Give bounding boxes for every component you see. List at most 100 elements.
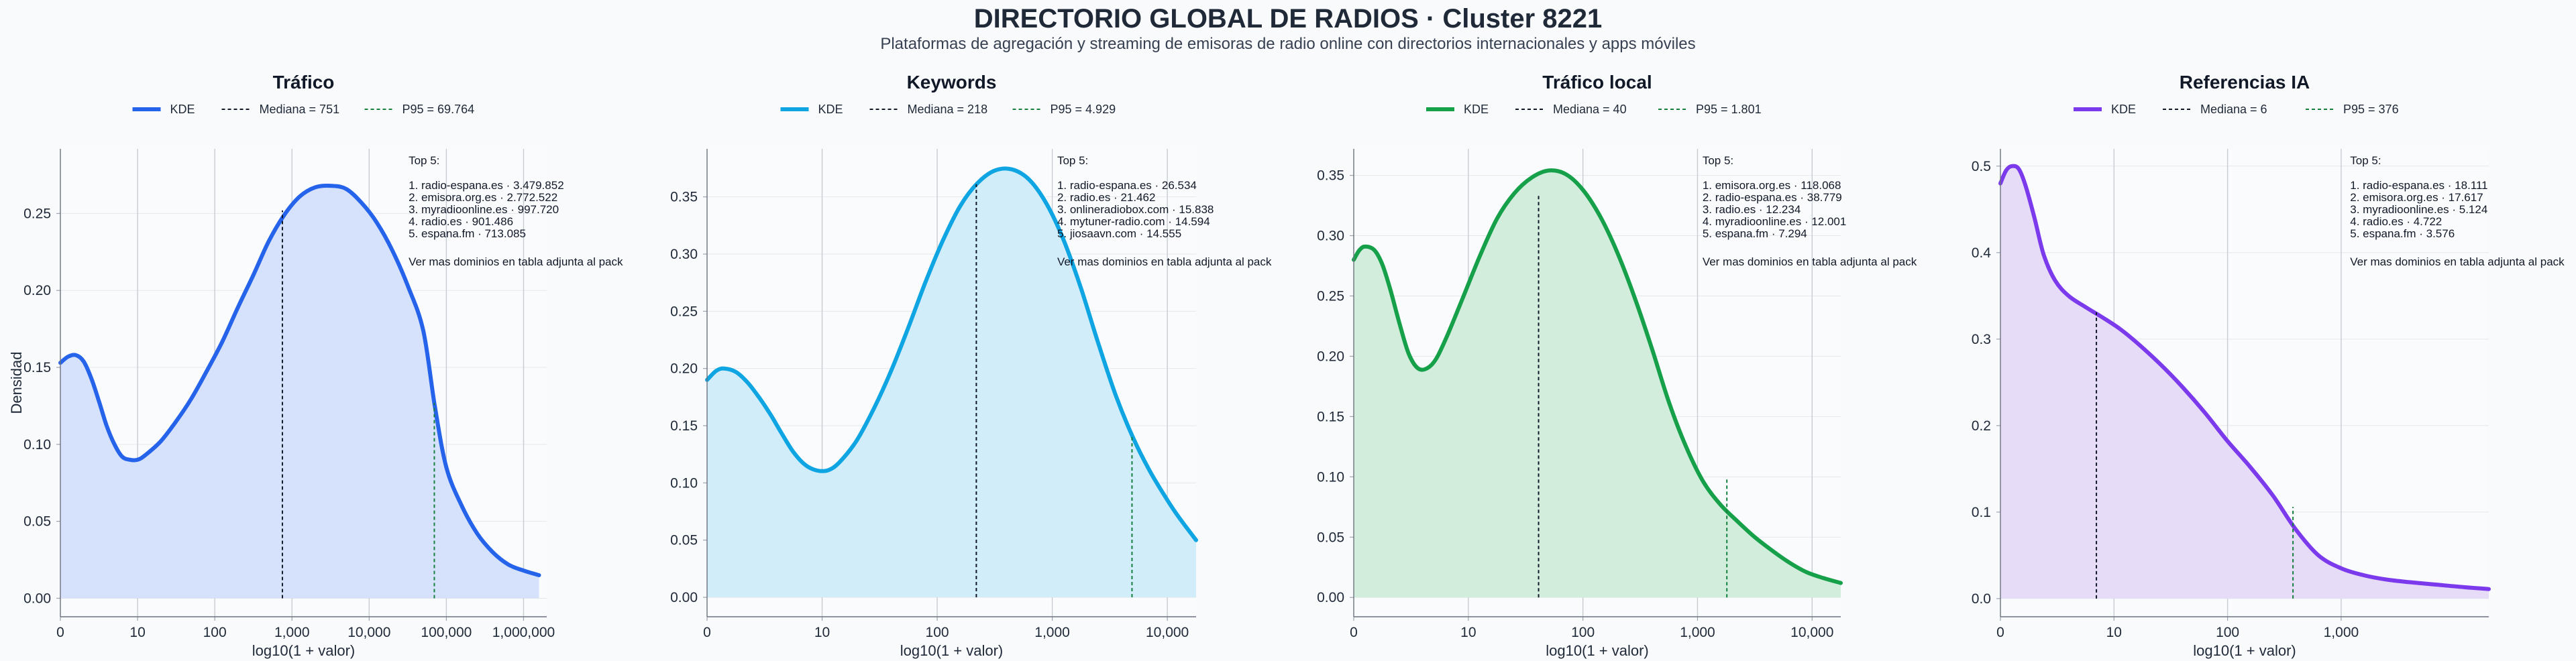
x-tick-label: 10,000 bbox=[1790, 625, 1833, 640]
y-tick-label: 0.2 bbox=[1972, 418, 1991, 434]
x-tick-label: 100,000 bbox=[421, 625, 472, 640]
y-tick-label: 0.15 bbox=[23, 360, 51, 375]
top5-header: Top 5: bbox=[1057, 154, 1088, 167]
kde-area bbox=[60, 185, 539, 599]
x-tick-label: 1,000 bbox=[2324, 625, 2359, 640]
y-tick-label: 0.25 bbox=[23, 206, 51, 221]
top5-item: 2. radio.es · 21.462 bbox=[1057, 191, 1155, 204]
x-tick-label: 100 bbox=[926, 625, 949, 640]
y-tick-label: 0.05 bbox=[1317, 530, 1344, 545]
top5-item: 2. radio-espana.es · 38.779 bbox=[1703, 191, 1842, 204]
y-tick-label: 0.10 bbox=[1317, 469, 1344, 485]
chart-legend: KDE Mediana = 40 P95 = 1.801 bbox=[1426, 103, 1762, 116]
kde-line bbox=[1352, 168, 1843, 585]
y-tick-label: 0.4 bbox=[1972, 245, 1992, 261]
chart-panel-4: Referencias IA KDE Mediana = 6 P95 = 376 0.0… bbox=[1972, 72, 2565, 659]
x-tick-label: 0 bbox=[56, 625, 64, 640]
top5-item: 5. jiosaavn.com · 14.555 bbox=[1057, 227, 1181, 240]
page-title: DIRECTORIO GLOBAL DE RADIOS · Cluster 82… bbox=[973, 4, 1603, 34]
top5-item: 4. myradioonline.es · 12.001 bbox=[1703, 215, 1847, 228]
top5-footer: Ver mas dominios en tabla adjunta al pac… bbox=[2350, 255, 2565, 268]
y-tick-label: 0.20 bbox=[23, 283, 51, 298]
legend-p95-label: P95 = 1.801 bbox=[1696, 103, 1762, 116]
y-tick-label: 0.25 bbox=[1317, 288, 1344, 304]
top5-item: 3. radio.es · 12.234 bbox=[1703, 203, 1801, 216]
y-tick-label: 0.30 bbox=[1317, 229, 1344, 244]
x-axis-label: log10(1 + valor) bbox=[900, 642, 1003, 659]
x-tick-label: 1,000 bbox=[1680, 625, 1715, 640]
legend-median-label: Mediana = 40 bbox=[1553, 103, 1627, 116]
x-axis-label: log10(1 + valor) bbox=[1546, 642, 1648, 659]
top5-item: 4. mytuner-radio.com · 14.594 bbox=[1057, 215, 1210, 228]
y-tick-label: 0.5 bbox=[1972, 159, 1991, 174]
kde-line bbox=[705, 166, 1198, 542]
chart-title: Referencias IA bbox=[2180, 72, 2310, 93]
y-tick-label: 0.00 bbox=[23, 591, 51, 606]
kde-line bbox=[1998, 164, 2491, 591]
x-tick-label: 100 bbox=[1571, 625, 1595, 640]
legend-kde-label: KDE bbox=[1464, 103, 1489, 116]
top5-item: 4. radio.es · 4.722 bbox=[2350, 215, 2442, 228]
top5-header: Top 5: bbox=[2350, 154, 2381, 167]
y-axis-label: Densidad bbox=[8, 352, 25, 414]
top5-item: 1. radio-espana.es · 26.534 bbox=[1057, 179, 1197, 192]
chart-panel-2: Keywords KDE Mediana = 218 P95 = 4.929 0.00 0… bbox=[670, 72, 1272, 659]
y-tick-label: 0.30 bbox=[670, 247, 698, 262]
chart-title: Tráfico bbox=[273, 72, 335, 93]
kde-area bbox=[1354, 170, 1841, 598]
legend-median-label: Mediana = 6 bbox=[2200, 103, 2267, 116]
top5-item: 3. myradioonline.es · 5.124 bbox=[2350, 203, 2487, 216]
y-tick-label: 0.15 bbox=[1317, 409, 1344, 424]
page-subtitle: Plataformas de agregación y streaming de… bbox=[880, 35, 1696, 53]
top5-item: 5. espana.fm · 7.294 bbox=[1703, 227, 1807, 240]
top5-item: 5. espana.fm · 713.085 bbox=[409, 227, 526, 240]
x-tick-label: 10 bbox=[129, 625, 145, 640]
top5-item: 1. emisora.org.es · 118.068 bbox=[1703, 179, 1841, 192]
kde-area bbox=[2000, 166, 2489, 599]
x-tick-label: 100 bbox=[2216, 625, 2239, 640]
chart-legend: KDE Mediana = 751 P95 = 69.764 bbox=[132, 103, 474, 116]
legend-p95-label: P95 = 4.929 bbox=[1051, 103, 1116, 116]
y-tick-label: 0.0 bbox=[1972, 591, 1991, 607]
y-tick-label: 0.35 bbox=[1317, 168, 1344, 184]
legend-kde-label: KDE bbox=[2111, 103, 2136, 116]
top5-item: 5. espana.fm · 3.576 bbox=[2350, 227, 2455, 240]
y-tick-label: 0.00 bbox=[670, 590, 698, 605]
chart-title: Keywords bbox=[907, 72, 997, 93]
top5-header: Top 5: bbox=[409, 154, 439, 167]
kde-area bbox=[707, 168, 1196, 598]
x-tick-label: 0 bbox=[1350, 625, 1358, 640]
top5-footer: Ver mas dominios en tabla adjunta al pac… bbox=[1057, 255, 1272, 268]
chart-panel-3: Tráfico local KDE Mediana = 40 P95 = 1.801 0… bbox=[1317, 72, 1917, 659]
kde-line bbox=[58, 183, 541, 577]
x-tick-label: 10 bbox=[1460, 625, 1476, 640]
chart-title: Tráfico local bbox=[1542, 72, 1652, 93]
chart-panel-1: Tráfico KDE Mediana = 751 P95 = 69.764 0.00 0… bbox=[8, 72, 623, 659]
x-tick-label: 10 bbox=[2106, 625, 2122, 640]
x-tick-label: 1,000 bbox=[274, 625, 310, 640]
y-tick-label: 0.15 bbox=[670, 418, 698, 434]
x-tick-label: 10,000 bbox=[1146, 625, 1189, 640]
top5-item: 2. emisora.org.es · 2.772.522 bbox=[409, 191, 557, 204]
y-tick-label: 0.3 bbox=[1972, 332, 1991, 347]
chart-legend: KDE Mediana = 218 P95 = 4.929 bbox=[780, 103, 1116, 116]
y-tick-label: 0.05 bbox=[670, 533, 698, 548]
x-tick-label: 100 bbox=[203, 625, 227, 640]
y-tick-label: 0.05 bbox=[23, 514, 51, 530]
x-axis-label: log10(1 + valor) bbox=[2193, 642, 2296, 659]
x-tick-label: 10,000 bbox=[347, 625, 390, 640]
chart-legend: KDE Mediana = 6 P95 = 376 bbox=[2074, 103, 2399, 116]
x-tick-label: 10 bbox=[814, 625, 830, 640]
y-tick-label: 0.1 bbox=[1972, 505, 1991, 520]
x-tick-label: 0 bbox=[1996, 625, 2004, 640]
x-tick-label: 1,000,000 bbox=[492, 625, 555, 640]
top5-item: 1. radio-espana.es · 18.111 bbox=[2350, 179, 2487, 192]
top5-item: 4. radio.es · 901.486 bbox=[409, 215, 513, 228]
legend-kde-label: KDE bbox=[170, 103, 195, 116]
top5-item: 1. radio-espana.es · 3.479.852 bbox=[409, 179, 564, 192]
x-tick-label: 0 bbox=[703, 625, 711, 640]
